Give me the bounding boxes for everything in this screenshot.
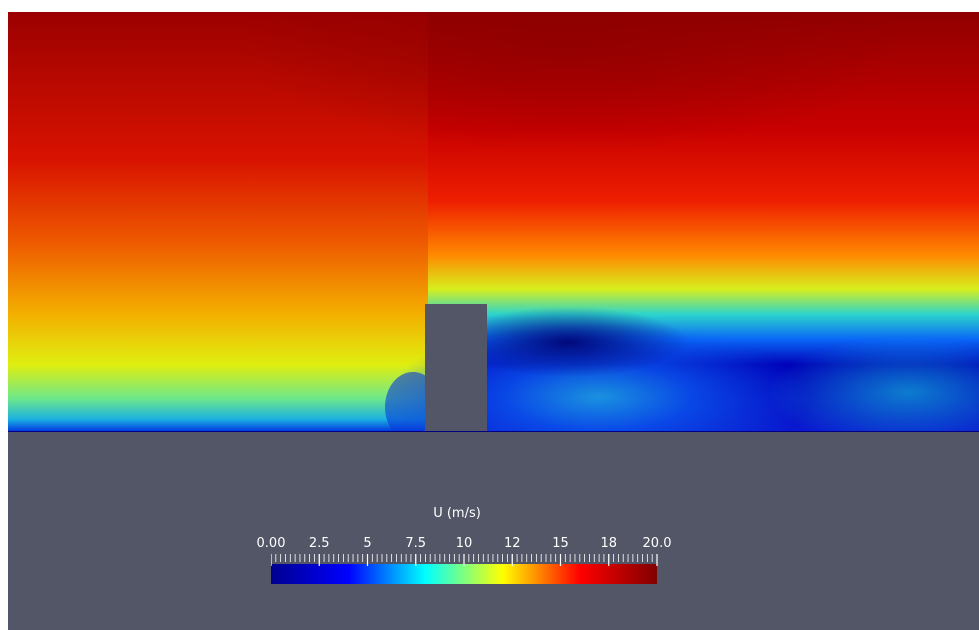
colorbar-tick-label: 5 (363, 536, 372, 551)
colorbar-tick-label: 12 (503, 536, 521, 551)
colorbar-tick-label: 2.5 (308, 536, 330, 551)
wake-shear-core (448, 307, 688, 377)
colorbar (271, 554, 658, 584)
freestream-core (238, 12, 898, 152)
colorbar-tick-label: 15 (552, 536, 569, 551)
colorbar-tick-label: 10 (455, 536, 473, 551)
velocity-field-plot (8, 12, 979, 630)
colorbar-tick-label: 18 (600, 536, 618, 551)
colorbar-tick-label: 7.5 (405, 536, 427, 551)
colorbar-gradient (271, 564, 657, 584)
render-viewport: U (m/s) 0.00 2.5 5 7.5 10 12 15 18 20.0 (8, 12, 979, 630)
far-wake (768, 337, 979, 447)
ground-region (8, 432, 979, 630)
obstacle-block (425, 304, 487, 432)
colorbar-tick-label: 0.00 (256, 536, 286, 551)
colorbar-tick-label: 20.0 (642, 536, 672, 551)
colorbar-title: U (m/s) (433, 506, 481, 521)
